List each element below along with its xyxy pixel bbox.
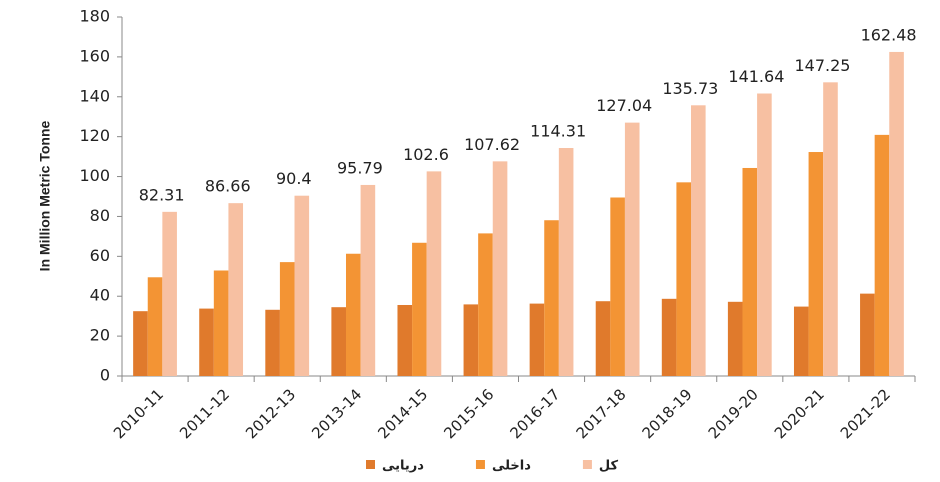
bar <box>294 195 310 376</box>
bar <box>426 171 442 376</box>
x-tick-label: 2013-14 <box>308 385 365 442</box>
bar <box>279 262 295 376</box>
y-tick-label: 80 <box>90 206 110 225</box>
x-tick-label: 2016-17 <box>506 385 563 442</box>
legend-label: دریایی <box>382 459 424 474</box>
data-label: 107.62 <box>464 135 520 154</box>
bar <box>133 311 148 376</box>
data-label: 90.4 <box>276 169 312 188</box>
legend-label: کل <box>599 459 619 474</box>
bar <box>676 182 692 376</box>
bar <box>147 277 163 376</box>
bar <box>162 211 177 376</box>
x-tick-label: 2011-12 <box>176 385 233 442</box>
x-tick-label: 2015-16 <box>440 385 497 442</box>
bar <box>860 293 875 376</box>
y-tick-label: 60 <box>90 246 110 265</box>
bar <box>624 122 640 376</box>
y-tick-label: 0 <box>100 366 110 385</box>
bar <box>265 309 280 376</box>
bar <box>412 242 427 376</box>
bar <box>478 233 493 376</box>
legend-swatch <box>475 460 485 469</box>
bar <box>360 184 376 376</box>
data-label: 127.04 <box>596 96 652 115</box>
data-label: 162.48 <box>861 25 917 44</box>
legend-swatch <box>366 460 375 469</box>
bar <box>757 93 772 376</box>
bar <box>492 161 508 376</box>
y-tick-label: 180 <box>79 7 110 26</box>
bar <box>397 304 413 376</box>
x-tick-label: 2017-18 <box>573 385 630 442</box>
bar <box>823 82 838 376</box>
bar <box>345 253 361 376</box>
bar <box>213 270 229 376</box>
bar <box>889 51 904 377</box>
data-label: 82.31 <box>139 185 185 204</box>
x-tick-label: 2010-11 <box>110 385 167 442</box>
data-label: 135.73 <box>662 79 718 98</box>
y-tick-label: 120 <box>79 126 110 145</box>
bar <box>529 303 545 376</box>
bar <box>874 134 890 376</box>
bar <box>463 304 479 376</box>
x-tick-label: 2019-20 <box>705 385 762 442</box>
data-label: 141.64 <box>728 67 784 86</box>
bar <box>228 203 244 376</box>
x-tick-label: 2021-22 <box>837 385 894 442</box>
y-tick-label: 20 <box>90 326 110 345</box>
bar <box>727 301 743 376</box>
bar <box>793 306 809 376</box>
data-label: 114.31 <box>530 122 586 141</box>
y-tick-label: 140 <box>79 86 110 105</box>
bar <box>544 220 559 376</box>
data-label: 102.6 <box>403 145 449 164</box>
bar <box>808 152 824 376</box>
legend-swatch <box>582 460 592 469</box>
bar <box>558 148 574 376</box>
data-label: 95.79 <box>337 158 383 177</box>
x-tick-label: 2012-13 <box>242 385 299 442</box>
x-tick-label: 2014-15 <box>374 385 431 442</box>
y-tick-label: 160 <box>79 46 110 65</box>
bar <box>199 308 214 376</box>
bar <box>595 301 611 376</box>
y-tick-label: 40 <box>90 286 110 305</box>
bar <box>691 105 706 376</box>
legend-label: داخلی <box>492 459 531 474</box>
bar <box>331 307 346 376</box>
data-label: 147.25 <box>794 56 850 75</box>
y-tick-label: 100 <box>79 166 110 185</box>
bar <box>661 298 677 376</box>
bar <box>742 167 758 376</box>
x-tick-label: 2020-21 <box>771 385 828 442</box>
x-tick-label: 2018-19 <box>639 385 696 442</box>
data-label: 86.66 <box>205 177 251 196</box>
y-axis-title: In Million Metric Tonne <box>37 120 53 271</box>
bar <box>610 197 625 376</box>
